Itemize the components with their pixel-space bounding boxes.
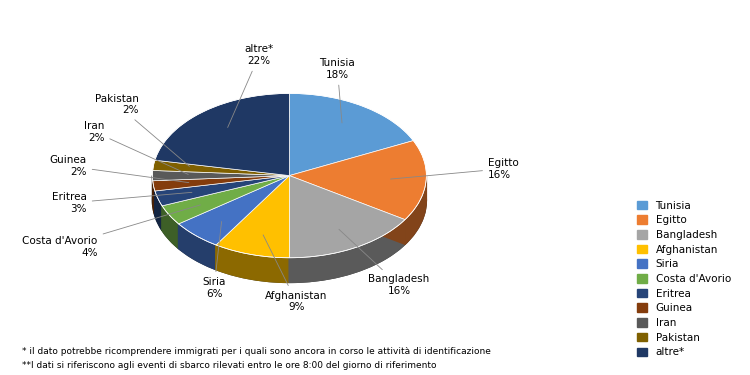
Polygon shape (153, 176, 290, 206)
Polygon shape (405, 176, 426, 244)
Text: Costa d'Avorio
4%: Costa d'Avorio 4% (22, 205, 200, 258)
Text: Egitto
16%: Egitto 16% (391, 158, 519, 180)
Text: Iran
2%: Iran 2% (84, 121, 188, 174)
Text: Bangladesh
16%: Bangladesh 16% (339, 230, 430, 296)
Text: Tunisia
18%: Tunisia 18% (320, 58, 356, 123)
Polygon shape (290, 176, 405, 258)
Legend: Tunisia, Egitto, Bangladesh, Afghanistan, Siria, Costa d'Avorio, Eritrea, Guinea: Tunisia, Egitto, Bangladesh, Afghanistan… (632, 196, 735, 362)
Polygon shape (153, 176, 290, 191)
Polygon shape (216, 176, 290, 270)
Ellipse shape (152, 118, 426, 282)
Polygon shape (153, 176, 290, 206)
Polygon shape (154, 176, 290, 206)
Polygon shape (178, 176, 290, 249)
Polygon shape (290, 141, 426, 220)
Text: Pakistan
2%: Pakistan 2% (94, 94, 190, 166)
Text: **I dati si riferiscono agli eventi di sbarco rilevati entro le ore 8:00 del gio: **I dati si riferiscono agli eventi di s… (22, 361, 437, 370)
Polygon shape (162, 206, 178, 249)
Polygon shape (178, 176, 290, 249)
Polygon shape (178, 224, 216, 270)
Polygon shape (154, 176, 290, 216)
Polygon shape (154, 93, 290, 176)
Polygon shape (178, 176, 290, 245)
Text: Afghanistan
9%: Afghanistan 9% (263, 235, 328, 312)
Polygon shape (162, 176, 290, 231)
Polygon shape (154, 176, 290, 216)
Polygon shape (290, 176, 405, 244)
Polygon shape (153, 181, 154, 216)
Polygon shape (153, 160, 290, 176)
Polygon shape (290, 176, 405, 244)
Polygon shape (162, 176, 290, 231)
Polygon shape (290, 93, 413, 176)
Polygon shape (290, 220, 405, 282)
Polygon shape (216, 245, 290, 282)
Text: Eritrea
3%: Eritrea 3% (52, 192, 192, 214)
Polygon shape (162, 176, 290, 224)
Polygon shape (216, 176, 290, 258)
Polygon shape (152, 171, 290, 181)
Text: altre*
22%: altre* 22% (228, 44, 274, 128)
Text: Guinea
2%: Guinea 2% (50, 155, 189, 183)
Polygon shape (154, 191, 162, 231)
Polygon shape (290, 176, 426, 201)
Text: Siria
6%: Siria 6% (202, 222, 226, 299)
Polygon shape (216, 176, 290, 270)
Text: * il dato potrebbe ricomprendere immigrati per i quali sono ancora in corso le a: * il dato potrebbe ricomprendere immigra… (22, 347, 491, 356)
